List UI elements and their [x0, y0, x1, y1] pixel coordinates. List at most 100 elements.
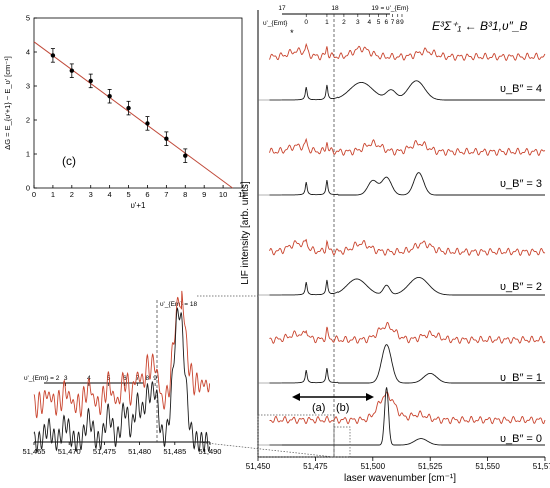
- panel-c-frame: [33, 17, 243, 189]
- top-axis-label: 7: [391, 19, 395, 26]
- top-axis-label: 2: [342, 19, 346, 26]
- inset-peak-label: υ'_{Em} = 18: [160, 301, 198, 308]
- inset-top-label-left: υ'_{Emt} = 2: [24, 375, 60, 382]
- panel-c-ytick-label: 3: [26, 82, 30, 91]
- panel-c: 0 1 2 3 4 5 6 7 8 9 10 11 0 1 2 3 4 5 (c) υ'+1 ΔG = E_{υ…: [3, 14, 246, 211]
- inset-xtick-label: 51,465: [23, 447, 46, 456]
- panel-c-ylabel: ΔG = E_{υ'+1} − E_υ' [cm⁻¹]: [3, 56, 12, 150]
- inset-top-label: 8: [146, 375, 150, 382]
- panel-c-title: (c): [62, 154, 76, 168]
- main-xtick-label: 51,525: [418, 462, 443, 471]
- inset-x-ticks: 51,465 51,470 51,475 51,480 51,485 51,490: [23, 442, 222, 456]
- spectrum-black-0: [269, 80, 545, 101]
- spectrum-black-4: [269, 387, 545, 446]
- panel-c-xtick-label: 7: [164, 190, 168, 199]
- inset-xtick-label: 51,475: [93, 447, 116, 456]
- panel-c-fit-line: [33, 41, 233, 189]
- top-tick-19: 19 = υ'_{Em}: [371, 5, 409, 12]
- top-axis-label: 3: [356, 19, 360, 26]
- spectrum-red-2: [269, 238, 546, 257]
- panel-c-ytick-label: 0: [26, 184, 30, 193]
- main-x-ticks: 51,450 51,475 51,500 51,525 51,550 51,575: [246, 457, 550, 471]
- inset-xtick-label: 51,480: [128, 447, 151, 456]
- panel-c-xtick-label: 8: [183, 190, 187, 199]
- spectra: *: [258, 28, 546, 446]
- panel-c-point: [107, 94, 112, 99]
- spectrum-black-3: [269, 344, 545, 384]
- panel-c-points: [50, 48, 188, 163]
- panel-c-xtick-label: 5: [126, 190, 130, 199]
- inset-spectra: [33, 290, 211, 453]
- spectrum-red-3: [269, 321, 546, 344]
- panel-c-ytick-label: 5: [26, 14, 30, 23]
- top-axis-label: 8: [396, 19, 400, 26]
- main-xlabel: laser wavenumber [cm⁻¹]: [344, 473, 456, 484]
- inset-top-label: 6: [123, 375, 127, 382]
- panel-c-point: [126, 105, 131, 111]
- top-axis-label: 0: [304, 19, 308, 26]
- panel-c-point: [164, 136, 169, 141]
- inset-top-label: 7: [136, 375, 140, 382]
- main-ylabel: LIF intensity [arb. units]: [240, 181, 251, 285]
- spectrum-black-1: [269, 172, 545, 196]
- inset-xtick-label: 51,485: [163, 447, 186, 456]
- panel-c-point: [69, 68, 75, 73]
- panel-c-ytick-label: 2: [26, 116, 30, 125]
- panel-c-point: [183, 153, 188, 158]
- annotation-a: (a): [312, 402, 325, 414]
- main-xtick-label: 51,500: [361, 462, 386, 471]
- selection-box-b: [333, 426, 351, 458]
- annotation-b: (b): [336, 402, 349, 414]
- inset-xtick-label: 51,470: [58, 447, 81, 456]
- top-tick-18: 18: [331, 5, 339, 12]
- inset-spectrum-red: [33, 290, 211, 419]
- label-v2: υ_B″ = 2: [500, 281, 542, 293]
- inset-top-label: 3: [64, 375, 68, 382]
- panel-c-xtick-label: 10: [219, 190, 227, 199]
- top-tick-17: 17: [278, 5, 286, 12]
- inset-xtick-label: 51,490: [199, 447, 222, 456]
- main-xtick-label: 51,550: [475, 462, 500, 471]
- main-xtick-label: 51,575: [533, 462, 550, 471]
- panel-c-x-ticks: 0 1 2 3 4 5 6 7 8 9 10 11: [32, 185, 246, 199]
- inset-top-label: 9: [153, 375, 157, 382]
- label-v4: υ_B″ = 4: [500, 83, 542, 95]
- inset-connector-bottom: [196, 441, 335, 458]
- panel-c-xtick-label: 0: [32, 190, 36, 199]
- panel-c-ytick-label: 1: [26, 150, 30, 159]
- panel-c-xtick-label: 2: [70, 190, 74, 199]
- top-axis-label: 5: [377, 19, 381, 26]
- inset-spectrum-black: [33, 307, 211, 453]
- top-axis-label: 9: [400, 19, 404, 26]
- spectrum-red-0: [269, 42, 546, 61]
- panel-c-xtick-label: 9: [202, 190, 206, 199]
- top-axis-emt-label: υ'_{Emt}: [263, 20, 288, 27]
- spectrum-black-2: [269, 276, 545, 296]
- panel-c-xtick-label: 3: [89, 190, 93, 199]
- top-axis-label: 4: [367, 19, 371, 26]
- top-axis-label: 6: [384, 19, 388, 26]
- panel-c-xtick-label: 11: [238, 190, 246, 199]
- panel-c-xlabel: υ'+1: [130, 201, 146, 210]
- main-xtick-label: 51,475: [303, 462, 328, 471]
- label-v3: υ_B″ = 3: [500, 178, 542, 190]
- panel-c-ytick-label: 4: [26, 48, 30, 57]
- label-v0: υ_B″ = 0: [500, 433, 542, 445]
- panel-c-point: [88, 78, 93, 84]
- panel-c-y-ticks: 0 1 2 3 4 5: [26, 14, 37, 193]
- panel-c-xtick-label: 6: [145, 190, 149, 199]
- panel-c-xtick-label: 4: [108, 190, 112, 199]
- panel-c-xtick-label: 1: [51, 190, 55, 199]
- selection-box-a: [257, 414, 335, 458]
- panel-c-point: [50, 53, 56, 58]
- main-title: E³Σ⁺₁ ← B³1,υ″_B: [432, 19, 528, 33]
- top-axis-label: 1: [325, 19, 329, 26]
- main-xtick-label: 51,450: [246, 462, 271, 471]
- spectrum-red-4: [269, 391, 546, 425]
- inset-top-label: 5: [107, 375, 111, 382]
- spectrum-red-1: [269, 137, 546, 157]
